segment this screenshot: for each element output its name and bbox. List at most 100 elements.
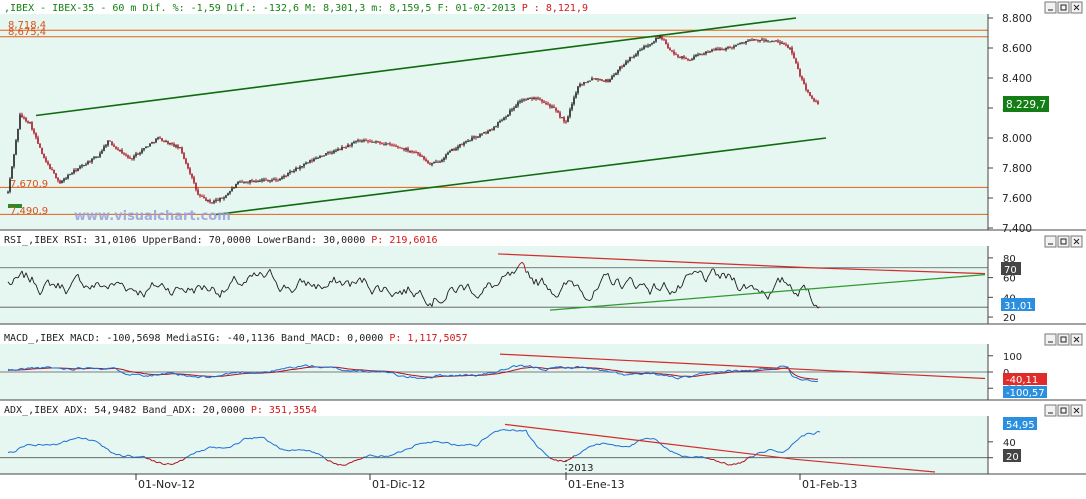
candle-body [683, 56, 685, 58]
candle-body [227, 193, 229, 195]
candle-body [577, 87, 579, 93]
adx-line-segment [168, 463, 170, 464]
candle-body [709, 51, 711, 52]
candle-body [103, 146, 105, 150]
candle-body [479, 134, 481, 136]
candle-body [615, 73, 617, 75]
minimize-button[interactable] [1045, 405, 1056, 416]
candle-body [357, 140, 359, 141]
candle-body [293, 171, 295, 172]
candle-body [119, 150, 121, 151]
candle-body [81, 165, 83, 166]
candle-body [101, 151, 103, 154]
candle-body [503, 118, 505, 121]
candle-body [531, 98, 533, 99]
macd-last-label: -100,57 [1006, 388, 1045, 399]
candle-body [653, 41, 655, 42]
candle-body [49, 164, 51, 169]
candle-body [685, 58, 687, 59]
candle-body [565, 122, 567, 123]
candle-body [141, 150, 143, 153]
candle-body [365, 140, 367, 141]
candle-body [373, 142, 375, 143]
candle-body [803, 79, 805, 84]
candle-body [815, 101, 817, 102]
candle-body [625, 62, 627, 65]
candle-body [675, 54, 677, 55]
candle-body [133, 156, 135, 159]
candle-body [395, 146, 397, 147]
candle-body [403, 148, 405, 150]
candle-body [43, 154, 45, 158]
candle-body [459, 144, 461, 146]
adx-line-segment [124, 456, 126, 457]
candle-body [207, 200, 209, 201]
candle-body [589, 80, 591, 81]
candle-body [659, 36, 661, 38]
candle-body [535, 98, 537, 100]
candle-body [191, 174, 193, 178]
candle-body [347, 145, 349, 147]
adx-line-segment [176, 462, 178, 463]
adx-line-segment [146, 458, 148, 459]
candle-body [499, 121, 501, 122]
candle-body [151, 142, 153, 143]
minimize-button[interactable] [1045, 334, 1056, 345]
candle-body [405, 148, 407, 150]
candle-body [767, 40, 769, 41]
candle-body [335, 151, 337, 152]
candle-body [533, 98, 535, 100]
candle-body [255, 181, 257, 182]
adx-line-segment [752, 456, 754, 457]
candle-body [611, 76, 613, 79]
candle-body [485, 132, 487, 133]
candle-body [813, 98, 815, 101]
candle-body [541, 100, 543, 102]
candle-body [253, 181, 255, 182]
candle-body [567, 117, 569, 122]
candle-body [319, 156, 321, 158]
adx-line-segment [64, 441, 66, 442]
maximize-button[interactable] [1058, 236, 1069, 247]
candle-body [735, 45, 737, 46]
candle-body [471, 137, 473, 140]
candle-body [559, 113, 561, 118]
candle-body [187, 164, 189, 169]
candle-body [545, 103, 547, 104]
candle-body [477, 137, 479, 138]
macd-signal-label: -40,11 [1006, 375, 1038, 386]
candle-body [129, 158, 131, 159]
candle-body [269, 180, 271, 181]
candle-body [583, 82, 585, 84]
candle-body [229, 191, 231, 193]
candle-body [177, 145, 179, 148]
candle-body [303, 164, 305, 166]
candle-body [555, 108, 557, 111]
candle-body [401, 148, 403, 149]
maximize-button[interactable] [1058, 2, 1069, 13]
candle-body [317, 158, 319, 159]
adx-last-label: 54,95 [1006, 420, 1035, 431]
candle-body [727, 47, 729, 48]
candle-body [661, 36, 663, 39]
adx-line-segment [80, 438, 82, 439]
candle-body [757, 40, 759, 41]
maximize-button[interactable] [1058, 405, 1069, 416]
candle-body [569, 109, 571, 116]
minimize-button[interactable] [1045, 236, 1056, 247]
candle-body [693, 56, 695, 59]
candle-body [183, 153, 185, 159]
candle-body [323, 155, 325, 156]
minimize-button[interactable] [1045, 2, 1056, 13]
candle-body [121, 150, 123, 153]
candle-body [21, 115, 23, 118]
adx-line-segment [818, 431, 820, 432]
maximize-button[interactable] [1058, 334, 1069, 345]
candle-body [181, 147, 183, 153]
candle-body [239, 182, 241, 183]
candle-body [311, 160, 313, 161]
candle-body [763, 40, 765, 41]
candle-body [805, 84, 807, 90]
candle-body [493, 126, 495, 129]
candle-body [553, 107, 555, 108]
